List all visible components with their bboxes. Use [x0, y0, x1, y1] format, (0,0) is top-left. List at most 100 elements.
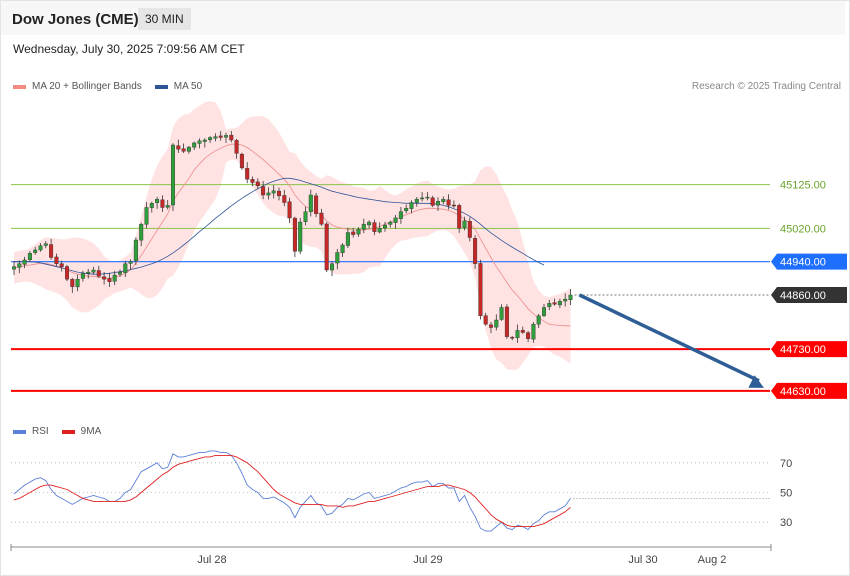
- forecast-arrow-head: [748, 375, 764, 388]
- candle-body-10: [64, 266, 69, 280]
- chart-header: Dow Jones (CME) 30 MIN: [1, 1, 845, 35]
- x-tick-label-3: Aug 2: [698, 554, 727, 566]
- candle-body-21: [123, 263, 128, 273]
- candle-body-104: [563, 298, 568, 302]
- level-badge-2: [771, 253, 847, 270]
- candle-body-29: [165, 205, 170, 208]
- candle-body-96: [520, 330, 525, 333]
- legend-main: MA 20 + Bollinger Bands MA 50: [13, 81, 202, 92]
- candle-body-45: [250, 179, 255, 183]
- candle-body-46: [255, 181, 260, 187]
- candle-body-56: [308, 194, 313, 213]
- candle-body-103: [557, 301, 562, 306]
- candle-body-7: [49, 244, 54, 258]
- ma50-line: [14, 177, 545, 275]
- candle-body-16: [96, 270, 101, 277]
- candle-body-59: [324, 223, 329, 271]
- candle-body-4: [33, 249, 38, 253]
- candle-body-85: [462, 220, 467, 228]
- candle-body-100: [542, 307, 547, 316]
- candle-body-39: [218, 135, 223, 138]
- candle-body-5: [38, 245, 43, 251]
- rsi-tick-70: 70: [780, 458, 792, 470]
- candle-body-43: [239, 153, 244, 169]
- candle-body-105: [568, 294, 573, 301]
- candle-body-61: [335, 252, 340, 264]
- candle-body-0: [11, 266, 16, 270]
- candle-body-33: [186, 146, 191, 152]
- candle-body-35: [197, 140, 202, 144]
- candle-body-24: [139, 223, 144, 241]
- x-tick-label-0: Jul 28: [197, 554, 226, 566]
- candle-body-55: [303, 211, 308, 222]
- candle-body-22: [128, 261, 133, 264]
- candle-body-73: [398, 211, 403, 219]
- candle-body-31: [176, 145, 181, 150]
- candle-body-66: [361, 223, 366, 230]
- candle-body-51: [282, 195, 287, 203]
- candle-body-69: [377, 228, 382, 233]
- candle-body-68: [372, 222, 377, 232]
- legend-label-ma50: MA 50: [173, 81, 203, 92]
- candle-body-6: [43, 243, 48, 246]
- candle-body-64: [351, 231, 356, 235]
- legend-label-ma20: MA 20 + Bollinger Bands: [32, 81, 142, 92]
- candle-body-40: [223, 135, 228, 138]
- candle-body-30: [170, 144, 175, 206]
- candle-body-102: [552, 302, 557, 305]
- candle-body-90: [489, 324, 494, 328]
- candle-body-37: [208, 137, 213, 141]
- candle-body-15: [91, 269, 96, 273]
- candle-body-98: [531, 323, 536, 340]
- rsi-tick-50: 50: [780, 488, 792, 500]
- instrument-title: Dow Jones (CME): [12, 11, 139, 28]
- legend-swatch-ma50: [154, 84, 168, 89]
- candle-body-27: [155, 198, 160, 203]
- level-label-1: 45020.00: [780, 223, 826, 235]
- legend-label-rsi: RSI: [32, 426, 49, 437]
- candle-body-53: [292, 217, 297, 252]
- candle-body-42: [234, 140, 239, 154]
- candle-body-97: [526, 332, 531, 339]
- forecast-arrow-shaft: [578, 293, 760, 383]
- x-tick-label-1: Jul 29: [413, 554, 442, 566]
- candle-body-38: [213, 136, 218, 139]
- rsi-series-9ma: [13, 454, 571, 528]
- candle-body-63: [345, 232, 350, 246]
- level-label-3: 44860.00: [780, 290, 826, 302]
- candle-body-99: [536, 315, 541, 325]
- candle-body-26: [149, 203, 154, 208]
- candle-body-75: [409, 202, 414, 209]
- candle-body-72: [393, 217, 398, 223]
- candle-body-57: [314, 195, 319, 214]
- legend-swatch-9ma: [61, 429, 75, 434]
- ma20-line: [13, 143, 571, 327]
- level-badge-3: [771, 287, 847, 303]
- level-label-2: 44940.00: [780, 257, 826, 269]
- candle-body-91: [494, 319, 499, 328]
- candle-body-95: [515, 330, 520, 339]
- legend-swatch-ma20: [13, 84, 26, 89]
- candle-body-94: [510, 336, 515, 339]
- candle-body-88: [478, 263, 483, 317]
- bollinger-band: [14, 101, 571, 370]
- level-badge-5: [771, 382, 847, 399]
- rsi-series-rsi: [13, 450, 571, 532]
- candle-body-2: [22, 259, 27, 265]
- candles: [11, 130, 573, 343]
- candle-body-89: [483, 315, 488, 325]
- candle-body-86: [467, 220, 472, 238]
- candle-body-14: [86, 271, 91, 274]
- candle-body-8: [54, 256, 59, 264]
- candle-body-50: [277, 190, 282, 197]
- candle-body-1: [17, 263, 22, 268]
- candle-body-34: [192, 142, 197, 148]
- level-label-5: 44630.00: [780, 386, 826, 398]
- candle-body-28: [160, 199, 165, 208]
- candle-body-52: [287, 201, 292, 219]
- candle-body-93: [504, 306, 509, 337]
- candle-body-81: [441, 198, 446, 202]
- timeframe-badge[interactable]: 30 MIN: [138, 8, 191, 30]
- candle-body-83: [451, 204, 456, 207]
